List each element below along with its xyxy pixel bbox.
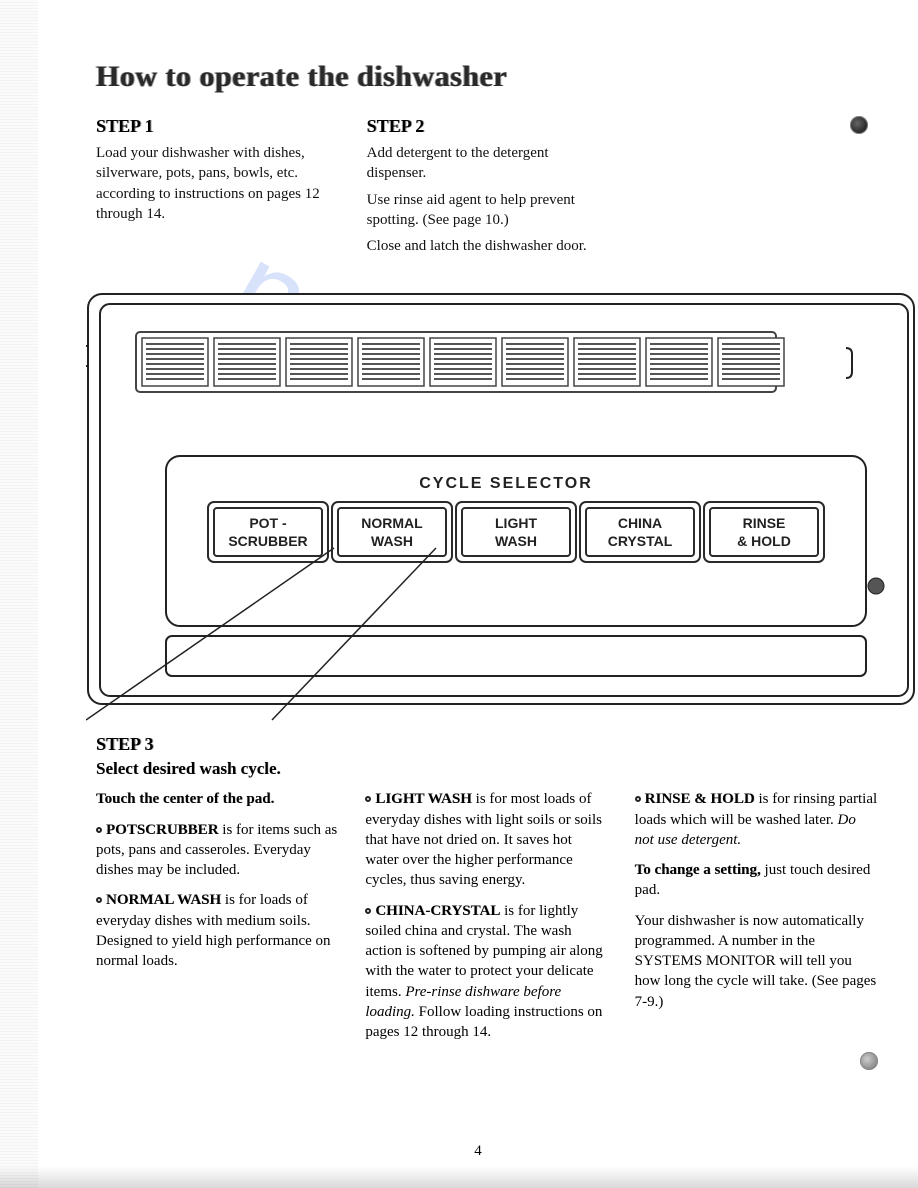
- potscrubber-label: POTSCRUBBER: [106, 822, 219, 838]
- bullet-icon: [365, 908, 371, 914]
- bullet-icon: [96, 827, 102, 833]
- step3-block: STEP 3 Select desired wash cycle. Touch …: [96, 734, 878, 1070]
- dishwasher-diagram: CYCLE SELECTOR POT - SCRUBBER NORMAL WASH LI…: [86, 286, 916, 726]
- step2-p3: Close and latch the dishwasher door.: [367, 236, 608, 256]
- chinacrystal-label: CHINA-CRYSTAL: [375, 903, 500, 919]
- svg-text:WASH: WASH: [495, 533, 537, 549]
- autoprogram-text: Your dishwasher is now automatically pro…: [635, 911, 878, 1012]
- svg-text:NORMAL: NORMAL: [361, 515, 423, 531]
- rinsehold-label: RINSE & HOLD: [645, 791, 755, 807]
- svg-text:SCRUBBER: SCRUBBER: [228, 533, 307, 549]
- svg-text:CRYSTAL: CRYSTAL: [608, 533, 673, 549]
- col1: Touch the center of the pad. POTSCRUBBER…: [96, 789, 339, 1070]
- svg-text:RINSE: RINSE: [743, 515, 786, 531]
- bullet-icon: [635, 796, 641, 802]
- page-number: 4: [38, 1143, 918, 1160]
- bullet-icon: [365, 796, 371, 802]
- cycle-selector-label: CYCLE SELECTOR: [419, 475, 593, 492]
- bullet-icon: [96, 897, 102, 903]
- description-columns: Touch the center of the pad. POTSCRUBBER…: [96, 789, 878, 1070]
- svg-text:CHINA: CHINA: [618, 515, 662, 531]
- step1-text: Load your dishwasher with dishes, silver…: [96, 143, 337, 224]
- vent-grille: [142, 338, 784, 386]
- step2-column: STEP 2 Add detergent to the detergent di…: [367, 116, 608, 262]
- step2-p2: Use rinse aid agent to help prevent spot…: [367, 190, 608, 231]
- col2: LIGHT WASH is for most loads of everyday…: [365, 789, 608, 1070]
- step3-subheading: Select desired wash cycle.: [96, 759, 878, 779]
- step1-heading: STEP 1: [96, 116, 337, 137]
- page-title: How to operate the dishwasher: [96, 60, 878, 94]
- step1-column: STEP 1 Load your dishwasher with dishes,…: [96, 116, 337, 262]
- svg-text:POT -: POT -: [249, 515, 287, 531]
- screw-icon: [850, 116, 868, 134]
- step3-heading: STEP 3: [96, 734, 878, 755]
- step2-body: Add detergent to the detergent dispenser…: [367, 143, 608, 256]
- svg-text:LIGHT: LIGHT: [495, 515, 537, 531]
- top-right-spacer: [637, 116, 878, 262]
- changesetting-label: To change a setting,: [635, 862, 761, 878]
- steps-row: STEP 1 Load your dishwasher with dishes,…: [96, 116, 878, 262]
- svg-text:WASH: WASH: [371, 533, 413, 549]
- touch-instruction: Touch the center of the pad.: [96, 791, 274, 807]
- scan-artifact-left: [0, 0, 38, 1188]
- normalwash-label: NORMAL WASH: [106, 892, 221, 908]
- step2-p1: Add detergent to the detergent dispenser…: [367, 143, 608, 184]
- svg-text:& HOLD: & HOLD: [737, 533, 791, 549]
- scan-shadow-bottom: [0, 1166, 918, 1188]
- screw-icon: [860, 1052, 878, 1070]
- step1-body: Load your dishwasher with dishes, silver…: [96, 143, 337, 224]
- step2-heading: STEP 2: [367, 116, 608, 137]
- diagram-wrap: CYCLE SELECTOR POT - SCRUBBER NORMAL WASH LI…: [86, 286, 918, 726]
- col3: RINSE & HOLD is for rinsing partial load…: [635, 789, 878, 1070]
- manual-page: How to operate the dishwasher STEP 1 Loa…: [38, 0, 918, 1188]
- lightwash-label: LIGHT WASH: [375, 791, 472, 807]
